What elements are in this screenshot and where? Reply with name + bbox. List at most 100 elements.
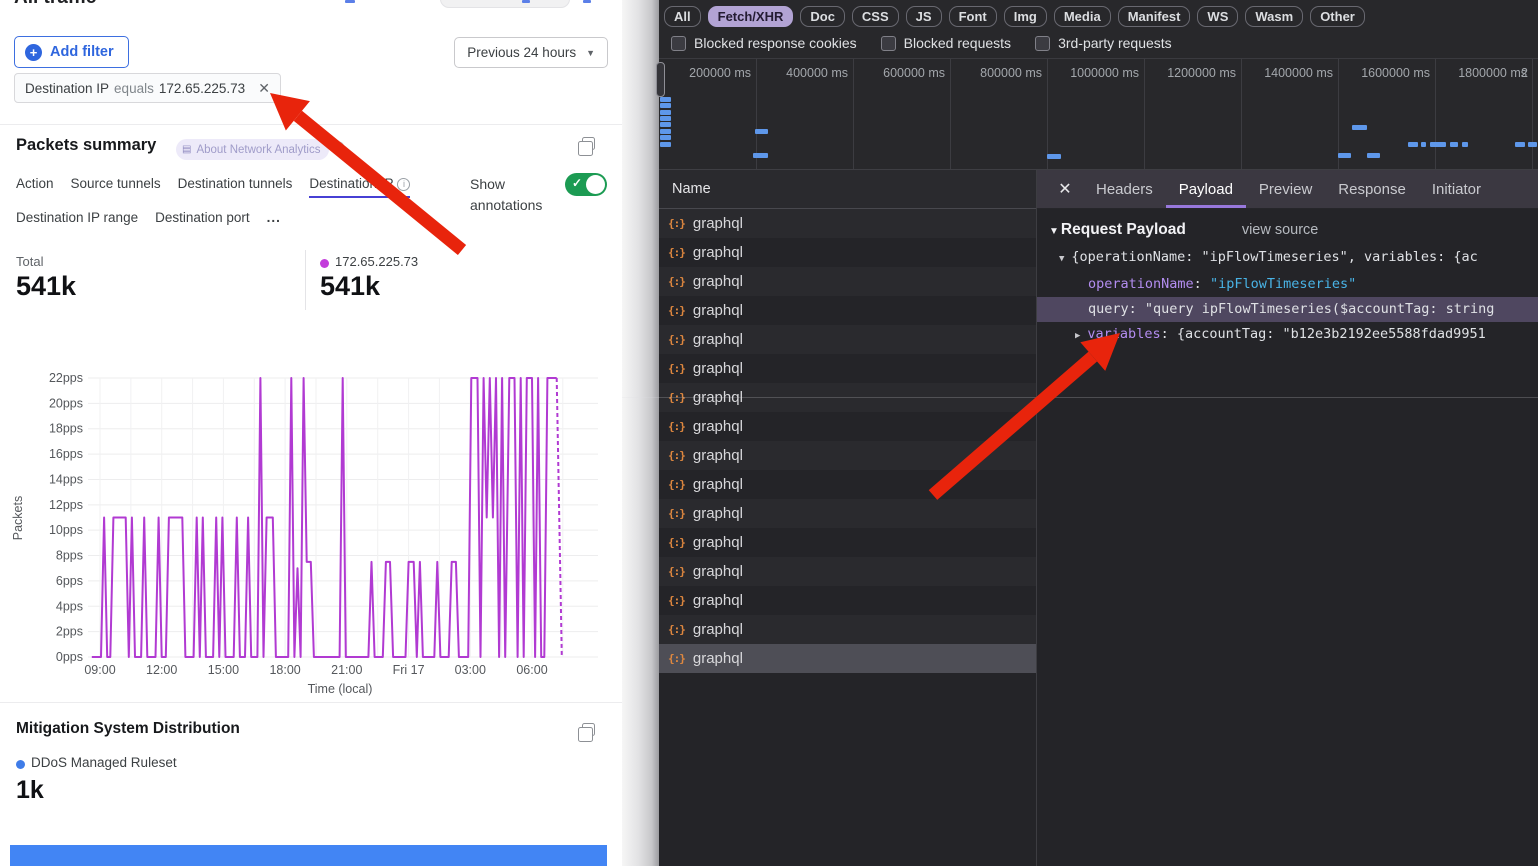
- checkbox-box[interactable]: [671, 35, 686, 51]
- request-row-graphql[interactable]: {:} graphql: [659, 528, 1036, 557]
- tab-source-tunnels[interactable]: Source tunnels: [70, 176, 161, 191]
- filter-pill-img[interactable]: Img: [1003, 5, 1047, 27]
- filter-chip[interactable]: Destination IP equals 172.65.225.73 ✕: [14, 73, 281, 103]
- close-icon[interactable]: ✕: [1058, 181, 1072, 198]
- filter-pill-css[interactable]: CSS: [851, 5, 899, 27]
- expand-card-icon[interactable]: [578, 723, 595, 742]
- json-request-icon: {:}: [668, 304, 686, 317]
- request-name: graphql: [692, 244, 743, 261]
- timeline-gridline: [1338, 59, 1339, 169]
- checkbox-box[interactable]: [880, 35, 896, 51]
- filter-pill-ws[interactable]: WS: [1197, 5, 1239, 27]
- show-annotations-label: Show annotations: [470, 176, 543, 213]
- request-row-graphql[interactable]: {:} graphql: [659, 499, 1036, 528]
- request-waterfall-bar: [660, 135, 671, 140]
- request-row-graphql[interactable]: {:} graphql: [659, 354, 1036, 383]
- checkbox-blocked-response-cookies[interactable]: Blocked response cookies: [671, 35, 857, 51]
- filter-pill-manifest[interactable]: Manifest: [1117, 5, 1191, 27]
- svg-text:22pps: 22pps: [49, 371, 83, 385]
- request-row-graphql[interactable]: {:} graphql: [659, 586, 1036, 615]
- payload-operationname-row[interactable]: operationName: "ipFlowTimeseries": [1088, 276, 1357, 292]
- filter-pill-wasm[interactable]: Wasm: [1245, 5, 1304, 27]
- request-waterfall-bar: [1352, 125, 1367, 130]
- json-request-icon: {:}: [668, 623, 686, 636]
- request-row-graphql[interactable]: {:} graphql: [659, 238, 1036, 267]
- detail-tab-response[interactable]: Response: [1338, 181, 1406, 198]
- time-range-select[interactable]: Previous 24 hours ▼: [454, 37, 608, 68]
- request-waterfall-bar: [755, 129, 768, 134]
- request-row-graphql[interactable]: {:} graphql: [659, 325, 1036, 354]
- svg-text:18:00: 18:00: [269, 663, 300, 677]
- request-waterfall-bar: [753, 153, 768, 158]
- request-waterfall-bar: [1338, 153, 1351, 158]
- tab-destination-ip-range[interactable]: Destination IP range: [16, 210, 139, 225]
- checkbox-box[interactable]: [1035, 35, 1051, 51]
- svg-text:16pps: 16pps: [49, 447, 83, 461]
- filter-pill-other[interactable]: Other: [1310, 5, 1365, 27]
- tab-destination-tunnels[interactable]: Destination tunnels: [177, 176, 293, 191]
- request-row-graphql[interactable]: {:} graphql: [659, 412, 1036, 441]
- mitigation-legend-dot: [16, 760, 25, 769]
- svg-text:2pps: 2pps: [56, 625, 83, 639]
- checkbox-blocked-requests[interactable]: Blocked requests: [880, 35, 1011, 51]
- request-detail-panel: ✕ Headers Payload Preview Response Initiator…: [1037, 170, 1538, 866]
- json-request-icon: {:}: [668, 449, 686, 462]
- request-type-filterbar: All Fetch/XHR Doc CSS JS Font Img Media Manifest…: [664, 3, 1365, 29]
- tab-action[interactable]: Action: [16, 176, 54, 191]
- about-network-analytics-badge[interactable]: ▤ About Network Analytics: [176, 139, 330, 160]
- request-row-graphql[interactable]: {:} graphql: [659, 615, 1036, 644]
- request-row-graphql[interactable]: {:} graphql: [659, 209, 1036, 238]
- json-request-icon: {:}: [668, 652, 686, 665]
- request-name: graphql: [692, 418, 743, 435]
- expand-triangle-icon: ▶: [1075, 331, 1081, 341]
- payload-query-row[interactable]: query: "query ipFlowTimeseries($accountT…: [1037, 297, 1538, 322]
- filter-pill-doc[interactable]: Doc: [800, 5, 845, 27]
- name-column-header[interactable]: Name: [659, 170, 1036, 209]
- dimension-tabs-row1: Action Source tunnels Destination tunnel…: [16, 176, 411, 198]
- tab-destination-ip[interactable]: Destination IP i: [309, 176, 411, 198]
- detail-tab-preview[interactable]: Preview: [1258, 181, 1313, 198]
- page-title: All traffic: [14, 0, 96, 9]
- request-name: graphql: [692, 360, 743, 377]
- detail-tab-headers[interactable]: Headers: [1096, 181, 1153, 198]
- more-tabs-button[interactable]: ...: [266, 210, 281, 225]
- request-row-graphql[interactable]: {:} graphql: [659, 470, 1036, 499]
- request-name: graphql: [692, 447, 743, 464]
- request-waterfall-bar: [1528, 142, 1537, 147]
- filter-pill-media[interactable]: Media: [1053, 5, 1111, 27]
- network-overview-timeline[interactable]: 200000 ms 400000 ms 600000 ms 800000 ms 1000…: [656, 58, 1538, 170]
- filter-pill-fetch-xhr[interactable]: Fetch/XHR: [707, 5, 794, 27]
- filter-pill-js[interactable]: JS: [905, 5, 942, 27]
- show-annotations-toggle[interactable]: ✓: [565, 173, 607, 196]
- filter-pill-all[interactable]: All: [664, 5, 701, 27]
- request-row-graphql[interactable]: {:} graphql: [659, 644, 1036, 673]
- payload-preview-row[interactable]: ▼ {operationName: "ipFlowTimeseries", var…: [1059, 249, 1478, 265]
- detail-tab-payload[interactable]: Payload: [1166, 170, 1246, 208]
- remove-filter-icon[interactable]: ✕: [258, 79, 270, 96]
- request-row-graphql[interactable]: {:} graphql: [659, 557, 1036, 586]
- request-rows: {:} graphql {:} graphql {:} graphql {:} graphql…: [659, 209, 1036, 673]
- request-row-graphql[interactable]: {:} graphql: [659, 296, 1036, 325]
- request-waterfall-bar: [1430, 142, 1446, 147]
- detail-tab-initiator[interactable]: Initiator: [1431, 181, 1482, 198]
- request-row-graphql[interactable]: {:} graphql: [659, 267, 1036, 296]
- expand-card-icon[interactable]: [578, 137, 595, 156]
- view-source-link[interactable]: view source: [1241, 222, 1319, 238]
- checkbox-3rd-party-requests[interactable]: 3rd-party requests: [1035, 35, 1172, 51]
- payload-variables-row[interactable]: ▶ variables: {accountTag: "b12e3b2192ee55…: [1075, 326, 1486, 342]
- request-payload-section-header[interactable]: ▼ Request Payload view source: [1049, 221, 1319, 238]
- request-waterfall-bar: [660, 116, 671, 121]
- request-row-graphql[interactable]: {:} graphql: [659, 441, 1036, 470]
- request-name: graphql: [692, 331, 743, 348]
- request-waterfall-bar: [660, 110, 671, 115]
- request-name: graphql: [692, 563, 743, 580]
- clipped-nav-fragment: [583, 0, 591, 3]
- request-waterfall-bar: [660, 129, 671, 134]
- svg-text:Time (local): Time (local): [308, 682, 373, 696]
- tab-destination-port[interactable]: Destination port: [155, 210, 250, 225]
- add-filter-button[interactable]: + Add filter: [14, 36, 129, 68]
- filter-pill-font[interactable]: Font: [948, 5, 997, 27]
- dimension-tabs-row2: Destination IP range Destination port ..…: [16, 210, 281, 225]
- timeline-scroll-handle[interactable]: [656, 62, 665, 97]
